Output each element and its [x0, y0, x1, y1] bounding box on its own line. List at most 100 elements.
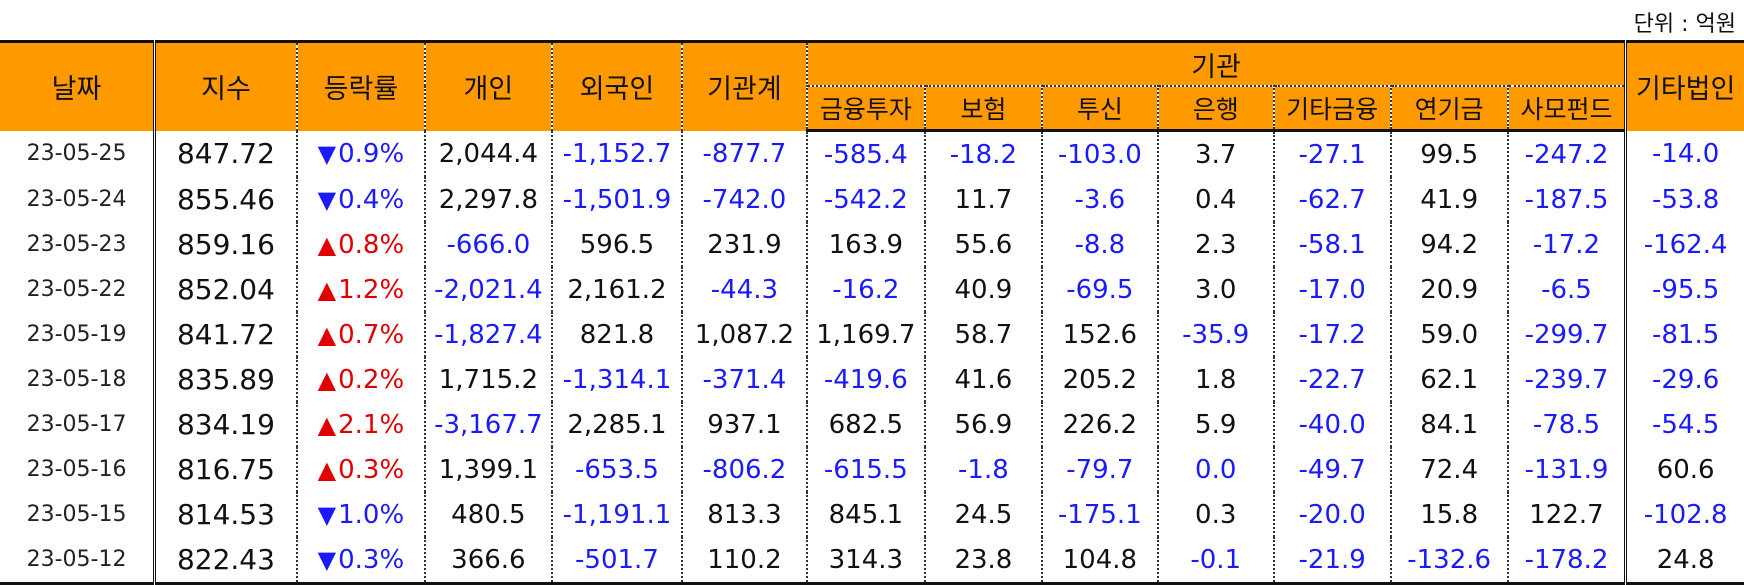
cell-individual: 1,715.2	[424, 357, 553, 402]
cell-change: 0.3%	[296, 447, 426, 492]
cell-index: 852.04	[154, 267, 298, 312]
cell-date: 23-05-17	[0, 402, 157, 447]
cell-inst-total: 937.1	[682, 402, 808, 447]
cell-institution-sub: 314.3	[806, 537, 926, 585]
cell-institution-sub: 0.3	[1157, 492, 1275, 537]
header-foreign: 외국인	[551, 41, 684, 131]
cell-institution-sub: 682.5	[806, 402, 926, 447]
cell-other-corp: -162.4	[1643, 229, 1728, 260]
cell-institution-sub: -40.0	[1273, 402, 1392, 447]
table-row: 23-05-24855.460.4%2,297.8-1,501.9-742.0-…	[0, 177, 1744, 222]
cell-other-corp: -102.8	[1643, 499, 1728, 530]
cell-institution-sub: 3.0	[1157, 267, 1275, 312]
cell-institution-sub: 0.0	[1157, 447, 1275, 492]
cell-foreign: 596.5	[551, 222, 684, 267]
change-value: 0.2%	[338, 364, 405, 395]
cell-date: 23-05-25	[0, 130, 157, 177]
cell-foreign: -501.7	[551, 537, 684, 585]
change-value: 0.3%	[338, 454, 405, 485]
table-row: 23-05-22852.041.2%-2,021.42,161.2-44.3-1…	[0, 267, 1744, 312]
table-header: 날짜 지수 등락률 개인 외국인 기관계 기관 기타법인 금융투자 보험 투신 …	[0, 41, 1744, 132]
cell-institution-sub: -17.2	[1507, 222, 1628, 267]
cell-institution-sub: -58.1	[1273, 222, 1392, 267]
cell-institution-sub: -175.1	[1041, 492, 1159, 537]
cell-institution-sub: -131.9	[1507, 447, 1628, 492]
cell-other-corp: 60.6	[1656, 454, 1715, 485]
triangle-down-icon	[318, 501, 336, 529]
cell-index: 835.89	[154, 357, 298, 402]
cell-institution-sub: -17.0	[1273, 267, 1392, 312]
cell-individual: 480.5	[424, 492, 553, 537]
cell-institution-sub: 41.6	[924, 357, 1043, 402]
cell-inst-total: 231.9	[682, 222, 808, 267]
cell-other-corp: -29.6	[1652, 364, 1720, 395]
cell-index: 816.75	[154, 447, 298, 492]
cell-individual: 2,297.8	[424, 177, 553, 222]
cell-institution-sub: 84.1	[1390, 402, 1509, 447]
cell-institution-sub: 226.2	[1041, 402, 1159, 447]
cell-change: 1.0%	[296, 492, 426, 537]
header-index: 지수	[154, 41, 298, 131]
cell-institution-sub: -35.9	[1157, 312, 1275, 357]
cell-index: 859.16	[154, 222, 298, 267]
cell-change: 0.3%	[296, 537, 426, 585]
table-row: 23-05-18835.890.2%1,715.2-1,314.1-371.4-…	[0, 357, 1744, 402]
cell-institution-sub: 40.9	[924, 267, 1043, 312]
cell-institution-sub: -62.7	[1273, 177, 1392, 222]
cell-individual: 1,399.1	[424, 447, 553, 492]
cell-foreign: -1,152.7	[551, 130, 684, 177]
change-value: 0.9%	[338, 138, 405, 169]
triangle-up-icon	[318, 366, 336, 394]
cell-institution-sub: -18.2	[924, 130, 1043, 177]
cell-change: 0.7%	[296, 312, 426, 357]
triangle-down-icon	[318, 140, 336, 168]
header-sub-financial-investment: 금융투자	[806, 85, 926, 132]
investor-trading-table: 날짜 지수 등락률 개인 외국인 기관계 기관 기타법인 금융투자 보험 투신 …	[0, 40, 1744, 585]
cell-date: 23-05-18	[0, 357, 157, 402]
header-sub-pension: 연기금	[1390, 85, 1509, 132]
cell-date: 23-05-24	[0, 177, 157, 222]
triangle-up-icon	[318, 411, 336, 439]
cell-institution-sub: 41.9	[1390, 177, 1509, 222]
change-value: 0.8%	[338, 229, 405, 260]
cell-institution-sub: -3.6	[1041, 177, 1159, 222]
cell-index: 814.53	[154, 492, 298, 537]
cell-date: 23-05-16	[0, 447, 157, 492]
cell-foreign: -1,501.9	[551, 177, 684, 222]
cell-index: 822.43	[154, 537, 298, 585]
cell-institution-sub: 15.8	[1390, 492, 1509, 537]
cell-institution-sub: -16.2	[806, 267, 926, 312]
cell-other-corp: -53.8	[1652, 184, 1720, 215]
change-value: 0.4%	[338, 184, 405, 215]
cell-index: 847.72	[154, 130, 298, 177]
cell-change: 0.8%	[296, 222, 426, 267]
cell-institution-sub: -0.1	[1157, 537, 1275, 585]
table-body: 23-05-25847.720.9%2,044.4-1,152.7-877.7-…	[0, 130, 1744, 585]
cell-institution-sub: 122.7	[1507, 492, 1628, 537]
cell-inst-total: 813.3	[682, 492, 808, 537]
cell-individual: -1,827.4	[424, 312, 553, 357]
cell-inst-total: -742.0	[682, 177, 808, 222]
cell-institution-sub: 163.9	[806, 222, 926, 267]
cell-institution-sub: -103.0	[1041, 130, 1159, 177]
cell-foreign: 2,285.1	[551, 402, 684, 447]
cell-institution-sub: 3.7	[1157, 130, 1275, 177]
change-value: 0.7%	[338, 319, 405, 350]
header-individual: 개인	[424, 41, 553, 131]
cell-institution-sub: 152.6	[1041, 312, 1159, 357]
triangle-down-icon	[318, 546, 336, 574]
cell-other-corp: -54.5	[1652, 409, 1720, 440]
cell-individual: 366.6	[424, 537, 553, 585]
cell-change: 0.4%	[296, 177, 426, 222]
cell-institution-sub: 1,169.7	[806, 312, 926, 357]
cell-institution-sub: 62.1	[1390, 357, 1509, 402]
cell-institution-sub: 104.8	[1041, 537, 1159, 585]
cell-change: 2.1%	[296, 402, 426, 447]
cell-institution-sub: -17.2	[1273, 312, 1392, 357]
cell-institution-sub: 0.4	[1157, 177, 1275, 222]
cell-other-corp: -81.5	[1652, 319, 1720, 350]
